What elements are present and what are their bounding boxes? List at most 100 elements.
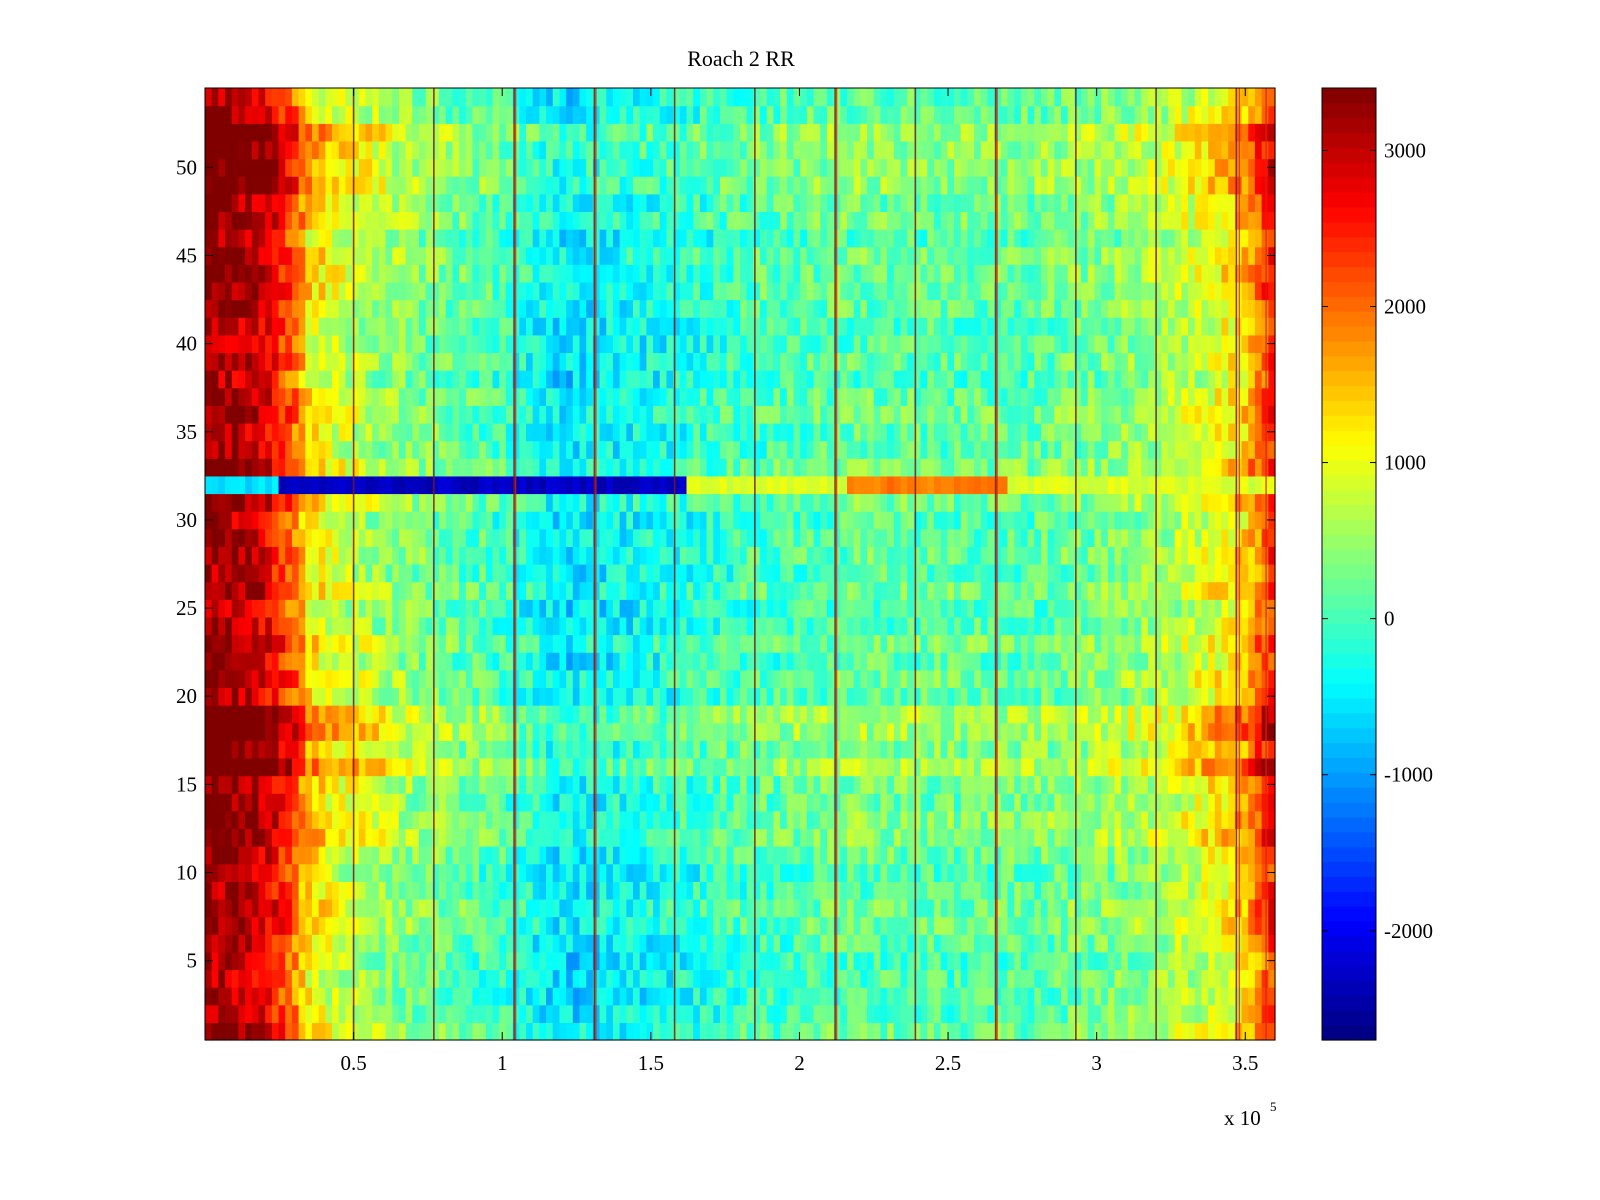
heatmap-cell bbox=[1168, 987, 1176, 1006]
heatmap-cell bbox=[1221, 987, 1229, 1006]
heatmap-row bbox=[205, 757, 1276, 777]
heatmap-cell bbox=[325, 564, 333, 583]
heatmap-cell bbox=[519, 616, 527, 636]
heatmap-cell bbox=[940, 846, 948, 865]
heatmap-cell bbox=[579, 810, 587, 830]
heatmap-cell bbox=[1174, 599, 1182, 618]
heatmap-cell bbox=[1074, 511, 1082, 530]
heatmap-cell bbox=[706, 581, 714, 600]
heatmap-cell bbox=[606, 616, 614, 636]
heatmap-cell bbox=[679, 775, 688, 794]
heatmap-cell bbox=[231, 793, 240, 812]
heatmap-cell bbox=[265, 793, 273, 812]
heatmap-cell bbox=[713, 634, 721, 653]
heatmap-cell bbox=[325, 740, 333, 759]
heatmap-cell bbox=[980, 634, 989, 653]
heatmap-cell bbox=[1254, 810, 1263, 830]
heatmap-cell bbox=[633, 757, 641, 777]
heatmap-cell bbox=[1134, 511, 1142, 530]
heatmap-cell bbox=[238, 740, 246, 759]
heatmap-cell bbox=[706, 634, 714, 653]
heatmap-cell bbox=[633, 669, 641, 689]
heatmap-cell bbox=[1228, 740, 1236, 759]
heatmap-cell bbox=[526, 493, 534, 512]
heatmap-cell bbox=[405, 616, 413, 636]
heatmap-cell bbox=[472, 1022, 480, 1041]
heatmap-cell bbox=[780, 916, 788, 935]
heatmap-cell bbox=[1208, 722, 1216, 741]
heatmap-cell bbox=[526, 652, 534, 671]
heatmap-cell bbox=[305, 669, 313, 689]
heatmap-cell bbox=[1201, 740, 1209, 759]
heatmap-cell bbox=[432, 1004, 440, 1023]
heatmap-cell bbox=[298, 1004, 306, 1023]
heatmap-cell bbox=[1094, 564, 1102, 583]
heatmap-cell bbox=[465, 757, 474, 777]
heatmap-cell bbox=[378, 652, 387, 671]
heatmap-cell bbox=[492, 951, 500, 971]
heatmap-cell bbox=[566, 757, 574, 777]
heatmap-cell bbox=[619, 511, 627, 530]
heatmap-cell bbox=[1107, 652, 1116, 671]
heatmap-cell bbox=[271, 916, 280, 935]
heatmap-cell bbox=[271, 634, 280, 653]
heatmap-cell bbox=[719, 951, 728, 971]
heatmap-cell bbox=[1074, 634, 1082, 653]
heatmap-cell bbox=[358, 828, 367, 847]
heatmap-cell bbox=[432, 793, 440, 812]
heatmap-cell bbox=[218, 969, 226, 988]
heatmap-cell bbox=[793, 705, 801, 724]
heatmap-cell bbox=[519, 775, 527, 794]
heatmap-cell bbox=[218, 511, 226, 530]
heatmap-cell bbox=[1094, 687, 1102, 706]
heatmap-cell bbox=[820, 616, 828, 636]
heatmap-cell bbox=[519, 881, 527, 900]
heatmap-cell bbox=[211, 475, 219, 495]
heatmap-cell bbox=[238, 528, 246, 547]
heatmap-cell bbox=[1014, 599, 1022, 618]
heatmap-cell bbox=[1228, 669, 1236, 689]
heatmap-cell bbox=[1248, 581, 1256, 600]
heatmap-cell bbox=[947, 493, 955, 512]
heatmap-cell bbox=[559, 898, 567, 918]
heatmap-cell bbox=[251, 793, 260, 812]
heatmap-cell bbox=[1000, 1004, 1009, 1023]
heatmap-cell bbox=[305, 634, 313, 653]
heatmap-cell bbox=[733, 898, 741, 918]
heatmap-cell bbox=[338, 810, 347, 830]
heatmap-cell bbox=[485, 616, 494, 636]
heatmap-cell bbox=[820, 775, 828, 794]
heatmap-cell bbox=[713, 669, 721, 689]
heatmap-cell bbox=[1014, 757, 1022, 777]
heatmap-cell bbox=[806, 634, 815, 653]
heatmap-cell bbox=[980, 564, 989, 583]
heatmap-cell bbox=[947, 793, 955, 812]
heatmap-cell bbox=[713, 546, 721, 565]
heatmap-cell bbox=[753, 1004, 761, 1023]
heatmap-cell bbox=[298, 1022, 306, 1041]
heatmap-cell bbox=[465, 634, 474, 653]
heatmap-cell bbox=[599, 687, 607, 706]
heatmap-cell bbox=[1134, 740, 1142, 759]
heatmap-cell bbox=[693, 775, 701, 794]
heatmap-cell bbox=[1141, 951, 1149, 971]
heatmap-cell bbox=[800, 987, 808, 1006]
heatmap-cell bbox=[793, 1004, 801, 1023]
heatmap-cell bbox=[305, 652, 313, 671]
heatmap-cell bbox=[653, 1004, 661, 1023]
heatmap-cell bbox=[639, 616, 647, 636]
heatmap-cell bbox=[392, 987, 400, 1006]
heatmap-cell bbox=[1127, 687, 1136, 706]
heatmap-cell bbox=[820, 1004, 828, 1023]
heatmap-cell bbox=[439, 687, 447, 706]
heatmap-cell bbox=[258, 616, 266, 636]
heatmap-cell bbox=[893, 511, 902, 530]
heatmap-cell bbox=[1000, 652, 1009, 671]
heatmap-cell bbox=[566, 493, 574, 512]
heatmap-cell bbox=[606, 581, 614, 600]
heatmap-cell bbox=[432, 546, 440, 565]
heatmap-cell bbox=[298, 599, 306, 618]
heatmap-cell bbox=[405, 564, 413, 583]
heatmap-cell bbox=[452, 898, 460, 918]
heatmap-cell bbox=[1188, 898, 1196, 918]
